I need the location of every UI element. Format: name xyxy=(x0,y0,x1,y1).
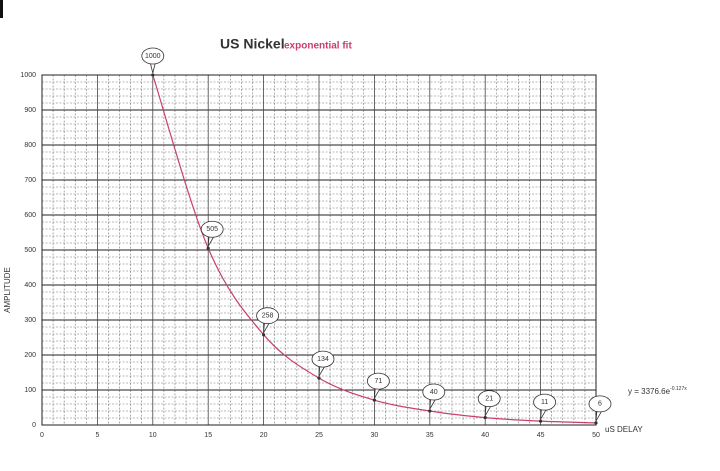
data-label: 258 xyxy=(262,313,274,320)
equation-base: y = 3376.6e xyxy=(628,387,671,396)
x-tick-label: 45 xyxy=(537,432,545,439)
data-point xyxy=(428,409,432,413)
data-label: 6 xyxy=(598,401,602,408)
chart-title: US Nickel xyxy=(220,36,285,52)
data-point xyxy=(206,246,210,250)
y-axis-label: AMPLITUDE xyxy=(3,267,12,313)
y-tick-label: 800 xyxy=(24,142,36,149)
callout xyxy=(422,383,446,401)
x-tick-label: 25 xyxy=(315,432,323,439)
plot-area: 0 100 200 300 400 500 600 700 800 900 1000 0 5 10 15 20… xyxy=(20,47,612,439)
callout xyxy=(200,220,224,238)
x-tick-label: 30 xyxy=(371,432,379,439)
x-tick-label: 50 xyxy=(592,432,600,439)
y-tick-label: 100 xyxy=(24,387,36,394)
x-tick-label: 15 xyxy=(204,432,212,439)
y-tick-label: 400 xyxy=(24,282,36,289)
x-tick-label: 35 xyxy=(426,432,434,439)
data-point xyxy=(262,333,266,337)
equation: y = 3376.6e-0.127x xyxy=(628,386,687,396)
callout xyxy=(533,393,556,411)
data-label: 40 xyxy=(430,389,438,396)
y-tick-label: 0 xyxy=(32,422,36,429)
equation-exponent: -0.127x xyxy=(670,386,687,392)
data-point xyxy=(317,376,321,380)
x-tick-label: 0 xyxy=(40,432,44,439)
scan-mark xyxy=(0,0,3,18)
x-axis-label: uS DELAY xyxy=(605,425,643,434)
data-label: 134 xyxy=(317,356,329,363)
callout xyxy=(366,372,390,390)
y-tick-label: 900 xyxy=(24,107,36,114)
data-label: 505 xyxy=(206,226,218,233)
callout xyxy=(588,395,612,413)
data-point xyxy=(151,73,155,77)
callout xyxy=(311,350,335,368)
plot-border xyxy=(41,74,597,426)
y-tick-label: 1000 xyxy=(20,72,36,79)
y-tick-label: 600 xyxy=(24,212,36,219)
data-point xyxy=(372,398,376,402)
x-tick-label: 10 xyxy=(149,432,157,439)
x-tick-label: 5 xyxy=(95,432,99,439)
data-point xyxy=(539,419,543,423)
x-tick-label: 40 xyxy=(481,432,489,439)
data-label: 11 xyxy=(541,399,548,406)
y-tick-label: 300 xyxy=(24,317,36,324)
callout xyxy=(256,307,280,325)
data-label: 1000 xyxy=(145,53,161,60)
callout xyxy=(477,390,501,408)
data-point xyxy=(483,416,487,420)
y-tick-label: 500 xyxy=(24,247,36,254)
chart-subtitle: exponential fit xyxy=(284,41,352,52)
data-label: 71 xyxy=(375,378,383,385)
x-tick-label: 20 xyxy=(260,432,268,439)
data-point xyxy=(594,421,598,425)
data-label: 21 xyxy=(485,395,493,402)
y-tick-label: 700 xyxy=(24,177,36,184)
callout xyxy=(141,47,165,65)
y-tick-label: 200 xyxy=(24,352,36,359)
